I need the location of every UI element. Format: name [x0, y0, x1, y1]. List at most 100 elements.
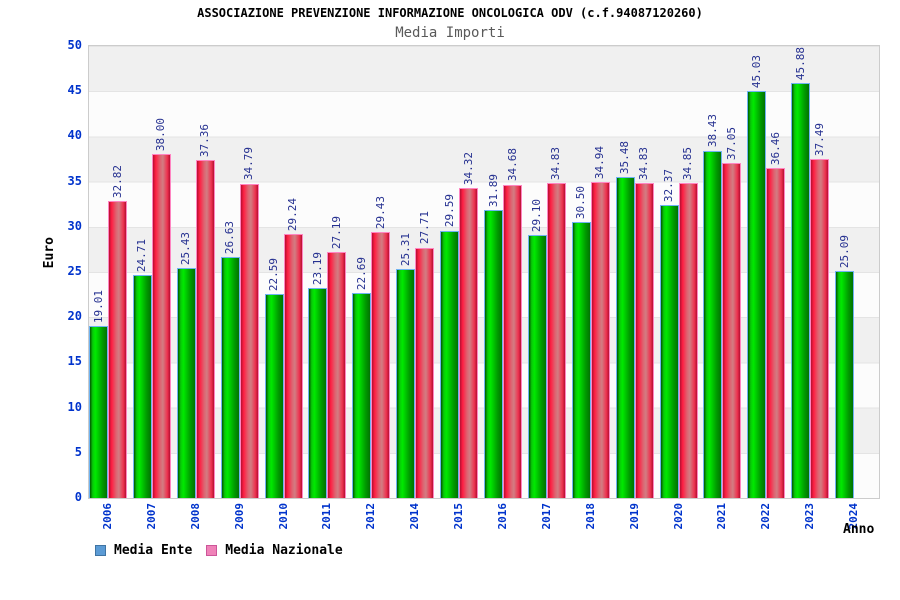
- bar-media-ente-2020: [660, 205, 679, 498]
- y-tick-10: 10: [42, 400, 82, 414]
- bar-value-label: 37.36: [198, 124, 212, 157]
- x-tick-2021: 2021: [715, 503, 729, 530]
- bar-media-nazionale-2014: [415, 248, 434, 498]
- bar-media-nazionale-2009: [240, 184, 259, 499]
- x-axis-label: Anno: [843, 522, 874, 537]
- bar-value-label: 30.50: [574, 186, 588, 219]
- bar-value-label: 24.71: [135, 239, 149, 272]
- legend-label-media-nazionale: Media Nazionale: [225, 543, 342, 558]
- x-tick-2019: 2019: [628, 503, 642, 530]
- x-tick-2020: 2020: [672, 503, 686, 530]
- media-ente-swatch-icon: [95, 545, 106, 556]
- x-tick-2008: 2008: [189, 503, 203, 530]
- bar-value-label: 22.59: [267, 258, 281, 291]
- bar-value-label: 27.71: [418, 211, 432, 244]
- bar-value-label: 38.00: [154, 118, 168, 151]
- bar-media-ente-2024: [835, 271, 854, 498]
- bar-media-nazionale-2012: [371, 232, 390, 498]
- bar-media-ente-2017: [528, 235, 547, 498]
- x-tick-2010: 2010: [277, 503, 291, 530]
- media-nazionale-swatch-icon: [206, 545, 217, 556]
- bar-value-label: 19.01: [92, 290, 106, 323]
- bar-media-nazionale-2016: [503, 185, 522, 499]
- chart-subtitle: Media Importi: [0, 25, 900, 41]
- bar-media-nazionale-2007: [152, 154, 171, 498]
- bar-media-nazionale-2020: [679, 183, 698, 498]
- bar-media-ente-2011: [308, 288, 327, 498]
- legend-label-media-ente: Media Ente: [114, 543, 192, 558]
- bar-value-label: 25.09: [838, 235, 852, 268]
- y-tick-0: 0: [42, 490, 82, 504]
- bar-value-label: 34.85: [681, 147, 695, 180]
- bar-value-label: 22.69: [355, 257, 369, 290]
- bar-media-nazionale-2021: [722, 163, 741, 498]
- x-tick-2022: 2022: [759, 503, 773, 530]
- x-tick-2007: 2007: [145, 503, 159, 530]
- bar-value-label: 29.10: [530, 199, 544, 232]
- bar-value-label: 27.19: [330, 216, 344, 249]
- bar-media-ente-2016: [484, 210, 503, 498]
- bar-value-label: 34.83: [637, 147, 651, 180]
- bar-media-nazionale-2015: [459, 188, 478, 498]
- bar-value-label: 45.03: [750, 55, 764, 88]
- bar-media-nazionale-2006: [108, 201, 127, 498]
- bar-media-ente-2012: [352, 293, 371, 498]
- bar-media-ente-2015: [440, 231, 459, 498]
- bar-value-label: 23.19: [311, 252, 325, 285]
- bar-value-label: 32.82: [111, 165, 125, 198]
- bar-value-label: 26.63: [223, 221, 237, 254]
- x-tick-2006: 2006: [101, 503, 115, 530]
- legend: Media Ente Media Nazionale: [95, 543, 343, 558]
- bar-media-ente-2007: [133, 275, 152, 498]
- y-tick-45: 45: [42, 83, 82, 97]
- bar-media-nazionale-2019: [635, 183, 654, 498]
- bar-media-ente-2023: [791, 83, 810, 498]
- bar-media-ente-2009: [221, 257, 240, 498]
- bar-media-ente-2006: [89, 326, 108, 498]
- bar-media-nazionale-2018: [591, 182, 610, 498]
- bar-value-label: 25.43: [179, 232, 193, 265]
- x-tick-2014: 2014: [408, 503, 422, 530]
- y-tick-40: 40: [42, 128, 82, 142]
- x-tick-2018: 2018: [584, 503, 598, 530]
- bar-value-label: 35.48: [618, 141, 632, 174]
- plot-area: 19.0132.8224.7138.0025.4337.3626.6334.79…: [88, 45, 880, 499]
- bar-media-ente-2019: [616, 177, 635, 498]
- y-tick-50: 50: [42, 38, 82, 52]
- bar-media-nazionale-2011: [327, 252, 346, 498]
- x-tick-2015: 2015: [452, 503, 466, 530]
- bar-value-label: 29.43: [374, 196, 388, 229]
- bar-value-label: 25.31: [399, 233, 413, 266]
- x-tick-2016: 2016: [496, 503, 510, 530]
- bar-value-label: 34.94: [593, 146, 607, 179]
- x-tick-2009: 2009: [233, 503, 247, 530]
- bar-media-ente-2010: [265, 294, 284, 498]
- y-tick-35: 35: [42, 174, 82, 188]
- y-tick-30: 30: [42, 219, 82, 233]
- y-tick-25: 25: [42, 264, 82, 278]
- x-tick-2011: 2011: [320, 503, 334, 530]
- bar-value-label: 34.32: [462, 152, 476, 185]
- y-tick-20: 20: [42, 309, 82, 323]
- bar-media-nazionale-2023: [810, 159, 829, 498]
- bar-media-nazionale-2008: [196, 160, 215, 498]
- bar-value-label: 31.89: [487, 174, 501, 207]
- y-tick-15: 15: [42, 354, 82, 368]
- legend-item-media-nazionale: Media Nazionale: [206, 543, 342, 558]
- bar-media-nazionale-2022: [766, 168, 785, 498]
- bar-media-ente-2022: [747, 91, 766, 498]
- legend-item-media-ente: Media Ente: [95, 543, 192, 558]
- chart-title: ASSOCIAZIONE PREVENZIONE INFORMAZIONE ON…: [0, 6, 900, 20]
- bar-value-label: 32.37: [662, 169, 676, 202]
- bar-value-label: 34.83: [549, 147, 563, 180]
- bar-media-nazionale-2010: [284, 234, 303, 498]
- bar-value-label: 29.24: [286, 198, 300, 231]
- y-tick-5: 5: [42, 445, 82, 459]
- bar-media-ente-2014: [396, 269, 415, 498]
- bar-value-label: 34.68: [506, 148, 520, 181]
- bar-value-label: 45.88: [794, 47, 808, 80]
- bar-value-label: 37.05: [725, 127, 739, 160]
- bar-value-label: 36.46: [769, 132, 783, 165]
- x-tick-2023: 2023: [803, 503, 817, 530]
- bar-media-ente-2018: [572, 222, 591, 498]
